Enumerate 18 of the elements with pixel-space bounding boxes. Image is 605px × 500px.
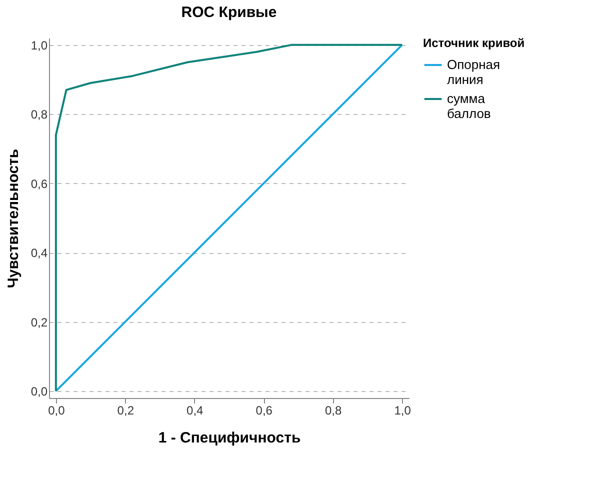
y-tick-label: 0,2 — [30, 315, 48, 330]
y-axis-title: Чувствительность — [4, 148, 22, 288]
y-tick-label: 1,0 — [30, 38, 48, 52]
y-tick-label: 0,6 — [30, 176, 48, 191]
legend-title: Источник кривой — [423, 36, 525, 50]
x-tick-label: 0,6 — [256, 404, 273, 418]
x-tick-label: 0,4 — [186, 404, 204, 418]
y-tick-label: 0,8 — [30, 108, 48, 122]
x-axis-title: 1 - Специфичность — [158, 430, 301, 446]
legend-label: сумма баллов — [447, 91, 491, 121]
chart-title: ROC Кривые — [181, 4, 277, 21]
x-tick-label: 0,2 — [117, 404, 134, 418]
x-tick-label: 0,0 — [48, 404, 66, 418]
legend-label: Опорная линия — [447, 57, 500, 87]
x-tick-label: 0,8 — [325, 404, 342, 418]
x-tick-label: 1,0 — [394, 404, 412, 418]
y-tick-label: 0,4 — [30, 246, 48, 260]
y-tick-label: 0,0 — [30, 384, 48, 399]
